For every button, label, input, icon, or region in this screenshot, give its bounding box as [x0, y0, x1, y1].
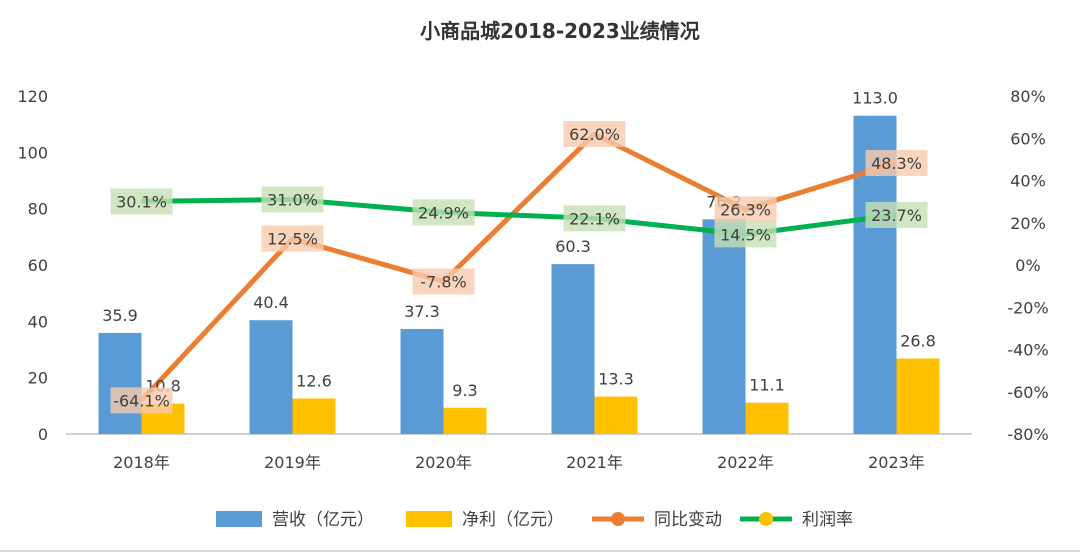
bar-net-profit [443, 407, 487, 434]
line-data-label: 26.3% [720, 200, 771, 219]
line-label-bg [412, 268, 475, 295]
line-label-bg [865, 201, 928, 228]
y-left-tick-label: 120 [17, 87, 48, 106]
legend-swatch [406, 511, 452, 527]
y-left-tick-label: 20 [28, 369, 48, 388]
legend-swatch-marker [759, 512, 773, 526]
y-right-tick-label: -80% [1007, 425, 1048, 444]
bar-revenue [249, 320, 293, 434]
bar-data-label: 26.8 [900, 332, 936, 351]
line-data-label: 12.5% [267, 230, 318, 249]
line-data-label: 48.3% [871, 154, 922, 173]
bar-data-label: 35.9 [102, 306, 138, 325]
line-data-label: 31.0% [267, 191, 318, 210]
bottom-divider [0, 550, 1080, 552]
line-label-bg [261, 225, 324, 252]
line-data-label: 62.0% [569, 125, 620, 144]
legend-label: 利润率 [802, 510, 853, 530]
x-tick-label: 2021年 [566, 453, 623, 472]
bar-net-profit [745, 402, 789, 434]
bar-data-label: 9.3 [452, 381, 477, 400]
legend-label: 同比变动 [654, 510, 722, 530]
bar-net-profit [896, 358, 940, 434]
bar-net-profit [292, 398, 336, 434]
y-left-tick-label: 0 [38, 425, 48, 444]
line-label-bg [714, 196, 777, 223]
y-left-tick-label: 60 [28, 256, 48, 275]
y-right-tick-label: 60% [1010, 129, 1046, 148]
x-tick-label: 2023年 [868, 453, 925, 472]
bar-data-label: 60.3 [555, 237, 591, 256]
legend-swatch-marker [611, 512, 625, 526]
bar-revenue [400, 328, 444, 434]
bar-net-profit [594, 396, 638, 434]
chart-title: 小商品城2018-2023业绩情况 [420, 19, 700, 43]
legend-label: 净利（亿元） [462, 510, 564, 530]
legend-label: 营收（亿元） [272, 510, 374, 530]
line-data-label: 24.9% [418, 203, 469, 222]
line-label-bg [563, 121, 626, 148]
line-data-label: 22.1% [569, 209, 620, 228]
bar-data-label: 37.3 [404, 302, 440, 321]
x-tick-label: 2020年 [415, 453, 472, 472]
bar-data-label: 11.1 [749, 376, 785, 395]
x-tick-label: 2022年 [717, 453, 774, 472]
line-data-label: -64.1% [113, 391, 170, 410]
bar-data-label: 13.3 [598, 370, 634, 389]
y-left-tick-label: 80 [28, 200, 48, 219]
bar-revenue [98, 332, 142, 434]
y-right-tick-label: -40% [1007, 341, 1048, 360]
y-right-tick-label: 40% [1010, 172, 1046, 191]
line-data-label: -7.8% [420, 272, 466, 291]
bar-data-label: 40.4 [253, 293, 289, 312]
line-label-bg [563, 205, 626, 232]
line-data-label: 23.7% [871, 206, 922, 225]
y-right-tick-label: -60% [1007, 383, 1048, 402]
y-right-tick-label: 0% [1015, 256, 1040, 275]
line-label-bg [110, 188, 173, 215]
line-data-label: 14.5% [720, 225, 771, 244]
y-right-tick-label: -20% [1007, 298, 1048, 317]
legend-swatch [216, 511, 262, 527]
line-data-label: 30.1% [116, 192, 167, 211]
line-label-bg [261, 186, 324, 213]
bar-revenue [551, 264, 595, 434]
y-left-tick-label: 40 [28, 312, 48, 331]
line-label-bg [110, 387, 173, 414]
bar-data-label: 113.0 [852, 89, 898, 108]
y-right-tick-label: 20% [1010, 214, 1046, 233]
x-tick-label: 2019年 [264, 453, 321, 472]
line-label-bg [714, 221, 777, 248]
line-label-bg [412, 199, 475, 226]
line-label-bg [865, 149, 928, 176]
y-left-tick-label: 100 [17, 143, 48, 162]
y-right-tick-label: 80% [1010, 87, 1046, 106]
bar-revenue [702, 219, 746, 434]
bar-data-label: 12.6 [296, 372, 332, 391]
x-tick-label: 2018年 [113, 453, 170, 472]
